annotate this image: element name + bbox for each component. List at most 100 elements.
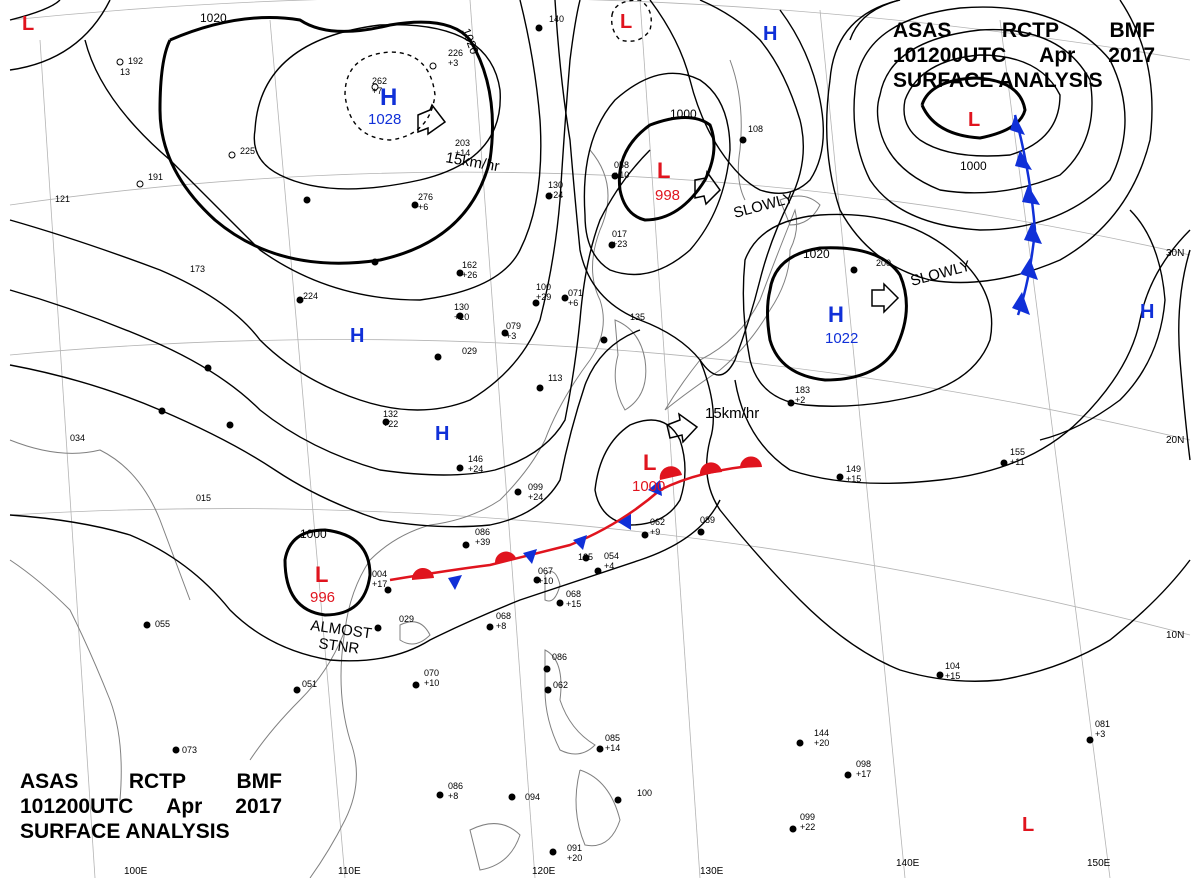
high-center-marker: H [828, 302, 844, 327]
station-dot [545, 192, 553, 200]
header-month: Apr [1039, 44, 1076, 67]
header-row-2: 101200UTC Apr 2017 [893, 43, 1155, 68]
station-report: 055 [155, 619, 170, 629]
station-dot [411, 201, 419, 209]
coastlines [9, 59, 821, 878]
station-dot [641, 531, 649, 539]
station-report: 004 +17 [372, 569, 387, 589]
cold-front-triangle [448, 575, 462, 590]
station-report: 017 +23 [612, 229, 627, 249]
station-dot [514, 488, 522, 496]
low-center-marker: L [968, 109, 980, 131]
station-dot [697, 528, 705, 536]
cold-front-triangle [1020, 258, 1038, 280]
header-code: BMF [1109, 19, 1156, 42]
station-report: 015 [196, 493, 211, 503]
station-report: 086 [552, 652, 567, 662]
isobar-1020-nw-corner [9, 0, 61, 21]
station-dot [508, 793, 516, 801]
station-dot [226, 421, 234, 429]
station-report: 140 [549, 14, 564, 24]
station-dot [844, 771, 852, 779]
station-dot [303, 196, 311, 204]
station-report: 051 [302, 679, 317, 689]
cold-front-triangle [1022, 185, 1040, 205]
station-dot [739, 136, 747, 144]
station-dot [429, 62, 437, 70]
header-station: RCTP [128, 770, 187, 793]
station-dot [594, 567, 602, 575]
station-markers [116, 24, 1094, 856]
isobar-aleutian-low-4 [825, 0, 1153, 284]
station-dot [556, 599, 564, 607]
frontal-system [389, 114, 1042, 590]
philippines-south-coast [575, 769, 621, 847]
station-report: 068 +15 [566, 589, 581, 609]
meridian-120e [469, 0, 536, 878]
meridian-140e [819, 9, 906, 878]
lat-label: 10N [1166, 630, 1184, 641]
sakhalin-coast [729, 59, 746, 201]
station-report: 162 +26 [462, 260, 477, 280]
china-coast [249, 149, 609, 761]
header-product: SURFACE ANALYSIS [20, 820, 230, 843]
station-report: 054 +4 [604, 551, 619, 571]
isobar-1008-west [9, 149, 651, 476]
parallel-40n [9, 0, 1191, 61]
motion-arrow [666, 412, 699, 444]
header-agency: ASAS [893, 19, 952, 42]
bay-of-bengal-coast [9, 439, 191, 601]
high-center-marker: H [1140, 301, 1154, 323]
header-top: ASAS RCTP BMF 101200UTC Apr 2017 SURFACE… [893, 18, 1155, 93]
warm-front-semicircles [411, 456, 762, 580]
isobar-1012-japan [649, 0, 824, 194]
isobar-996-low [283, 528, 372, 617]
station-report: 091 +20 [567, 843, 582, 863]
warm-front-semicircle [411, 567, 434, 580]
station-report: 130 +10 [454, 302, 469, 322]
header-time: 101200UTC [893, 44, 1007, 67]
station-report: 191 121 [55, 172, 163, 204]
cold-front-triangle [1024, 222, 1042, 244]
isobar-998-low-1000 [617, 116, 716, 222]
station-dot [543, 665, 551, 673]
isobar-1012-pacific [734, 229, 1191, 485]
motion-arrow [871, 282, 900, 314]
station-dot [143, 621, 151, 629]
isobar-1012-west [9, 0, 581, 411]
station-dot [456, 269, 464, 277]
stationary-front-line [389, 463, 761, 582]
station-report: 144 +20 [814, 728, 829, 748]
japan-coast [664, 208, 798, 411]
motion-label-slowly: SLOWLY [909, 258, 973, 290]
station-dot [850, 266, 858, 274]
motion-label-stnr: STNR [317, 635, 360, 658]
cold-front-triangle [618, 514, 631, 530]
header-code: BMF [236, 770, 283, 793]
station-dot [936, 671, 944, 679]
station-dot [293, 686, 301, 694]
cold-front-triangle [1012, 292, 1030, 315]
station-report: 086 +39 [475, 527, 490, 547]
isobar-1020-east-pacific [1039, 209, 1166, 441]
header-row-1: ASAS RCTP BMF [20, 769, 282, 794]
isobar-label: 1020 [803, 247, 830, 261]
header-year: 2017 [235, 795, 282, 818]
station-report: 146 +24 [468, 454, 483, 474]
header-row-1: ASAS RCTP BMF [893, 18, 1155, 43]
station-report-text: 192 13 225 191 121 262 +7 226 +3 203 +14 276 +… [55, 14, 1110, 863]
station-report: 073 [182, 745, 197, 755]
luzon-coast [544, 649, 596, 755]
station-report: 203 +14 [455, 138, 470, 158]
station-dot [412, 681, 420, 689]
high-center-value: 1022 [825, 330, 858, 347]
cold-front-triangle [648, 480, 662, 496]
header-bottom: ASAS RCTP BMF 101200UTC Apr 2017 SURFACE… [20, 769, 282, 844]
station-dot [382, 418, 390, 426]
isobar-label: 1020 [200, 11, 227, 25]
station-report: 224 [303, 291, 318, 301]
station-report: 029 [399, 614, 414, 624]
isobar-1000-west [9, 499, 721, 662]
meridian-100e [39, 39, 96, 878]
high-center-marker: H [435, 423, 449, 445]
